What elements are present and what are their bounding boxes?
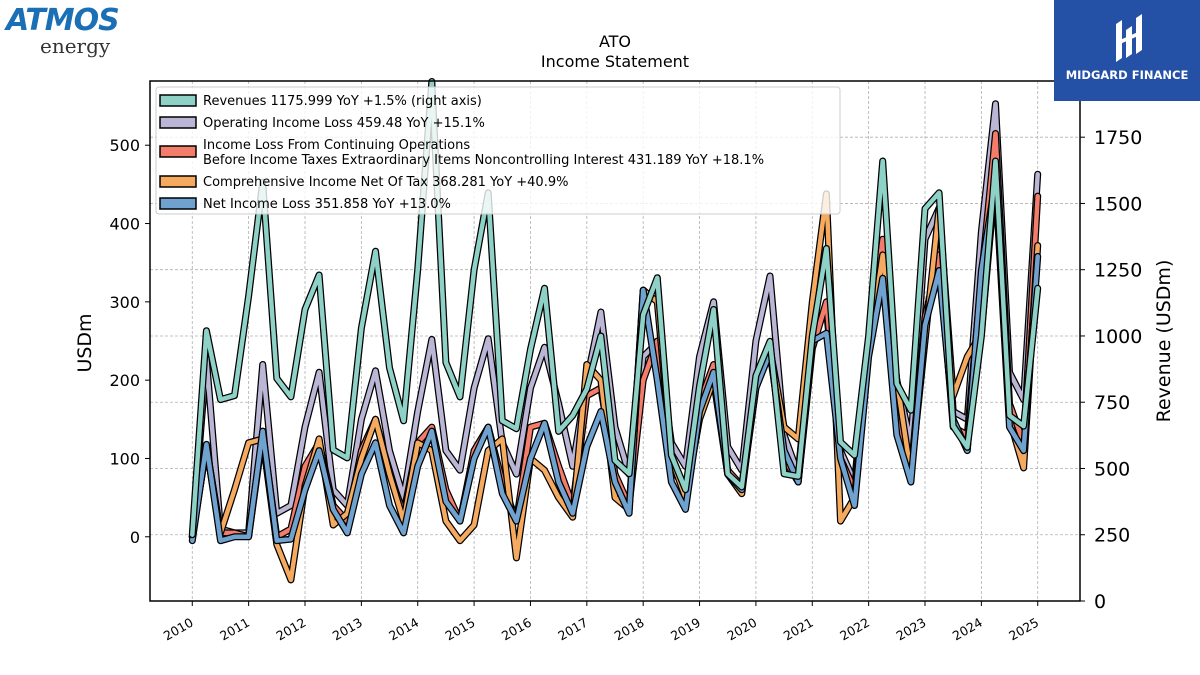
- x-tick-label: 2019: [668, 615, 703, 644]
- legend-label: Net Income Loss 351.858 YoY +13.0%: [203, 197, 451, 212]
- legend-swatch: [159, 197, 197, 210]
- y-left-tick-label: 100: [109, 449, 140, 468]
- y-left-tick-label: 400: [109, 215, 140, 234]
- y-right-tick-label: 1000: [1094, 326, 1142, 348]
- legend-swatch: [159, 116, 197, 129]
- x-tick-label: 2022: [837, 615, 872, 644]
- y-right-tick-label: 1500: [1094, 193, 1142, 215]
- x-tick-label: 2012: [273, 615, 308, 644]
- chart-subtitle: Income Statement: [541, 52, 689, 71]
- midgard-finance-logo: MIDGARD FINANCE: [1054, 0, 1200, 101]
- legend-label: Operating Income Loss 459.48 YoY +15.1%: [203, 116, 485, 131]
- legend: Revenues 1175.999 YoY +1.5% (right axis)…: [155, 86, 841, 215]
- y-left-tick-label: 300: [109, 293, 140, 312]
- y-right-tick-label: 0: [1094, 591, 1106, 613]
- x-tick-label: 2010: [161, 615, 196, 644]
- x-tick-label: 2011: [217, 615, 252, 644]
- x-tick-label: 2017: [555, 615, 590, 644]
- legend-swatch: [159, 94, 197, 107]
- x-tick-label: 2018: [612, 615, 647, 644]
- y-left-tick-label: 0: [130, 528, 140, 547]
- y-right-tick-label: 750: [1094, 392, 1130, 414]
- atmos-logo-subtext: energy: [40, 34, 111, 58]
- legend-label: Revenues 1175.999 YoY +1.5% (right axis): [203, 94, 482, 109]
- x-tick-label: 2013: [330, 615, 365, 644]
- x-tick-label: 2014: [386, 615, 421, 644]
- y-right-tick-label: 500: [1094, 458, 1130, 480]
- x-tick-label: 2024: [950, 615, 985, 644]
- atmos-logo-wordmark: ATMOS: [6, 3, 120, 38]
- y-axis-right-label: Revenue (USDm): [1153, 260, 1175, 423]
- legend-label: Comprehensive Income Net Of Tax 368.281 …: [203, 175, 568, 190]
- legend-box: [155, 86, 841, 215]
- series-lines: [188, 78, 1042, 584]
- atmos-energy-logo: ATMOS energy: [6, 4, 136, 60]
- x-tick-label: 2023: [893, 615, 928, 644]
- x-tick-label: 2016: [499, 615, 534, 644]
- legend-label: Before Income Taxes Extraordinary Items …: [203, 153, 764, 168]
- y-right-tick-label: 1250: [1094, 260, 1142, 282]
- series-line-revenues: [190, 79, 1040, 537]
- x-tick-label: 2025: [1006, 615, 1041, 644]
- midgard-logo-text: MIDGARD FINANCE: [1065, 68, 1189, 82]
- y-axis-label: USDm: [74, 313, 96, 372]
- x-tick-label: 2020: [724, 615, 759, 644]
- plot-frame: [149, 80, 1081, 602]
- y-right-tick-label: 1750: [1094, 127, 1142, 149]
- y-left-tick-label: 200: [109, 371, 140, 390]
- x-tick-label: 2015: [443, 615, 478, 644]
- y-left-tick-label: 500: [109, 136, 140, 155]
- legend-label: Income Loss From Continuing Operations: [203, 138, 470, 153]
- chart-title: ATO: [599, 32, 631, 51]
- midgard-mark-icon: [1116, 14, 1142, 62]
- x-tick-label: 2021: [781, 615, 816, 644]
- series-line-net-income-loss: [190, 178, 1040, 543]
- legend-swatch: [159, 145, 197, 158]
- legend-swatch: [159, 175, 197, 188]
- y-right-tick-label: 250: [1094, 525, 1130, 547]
